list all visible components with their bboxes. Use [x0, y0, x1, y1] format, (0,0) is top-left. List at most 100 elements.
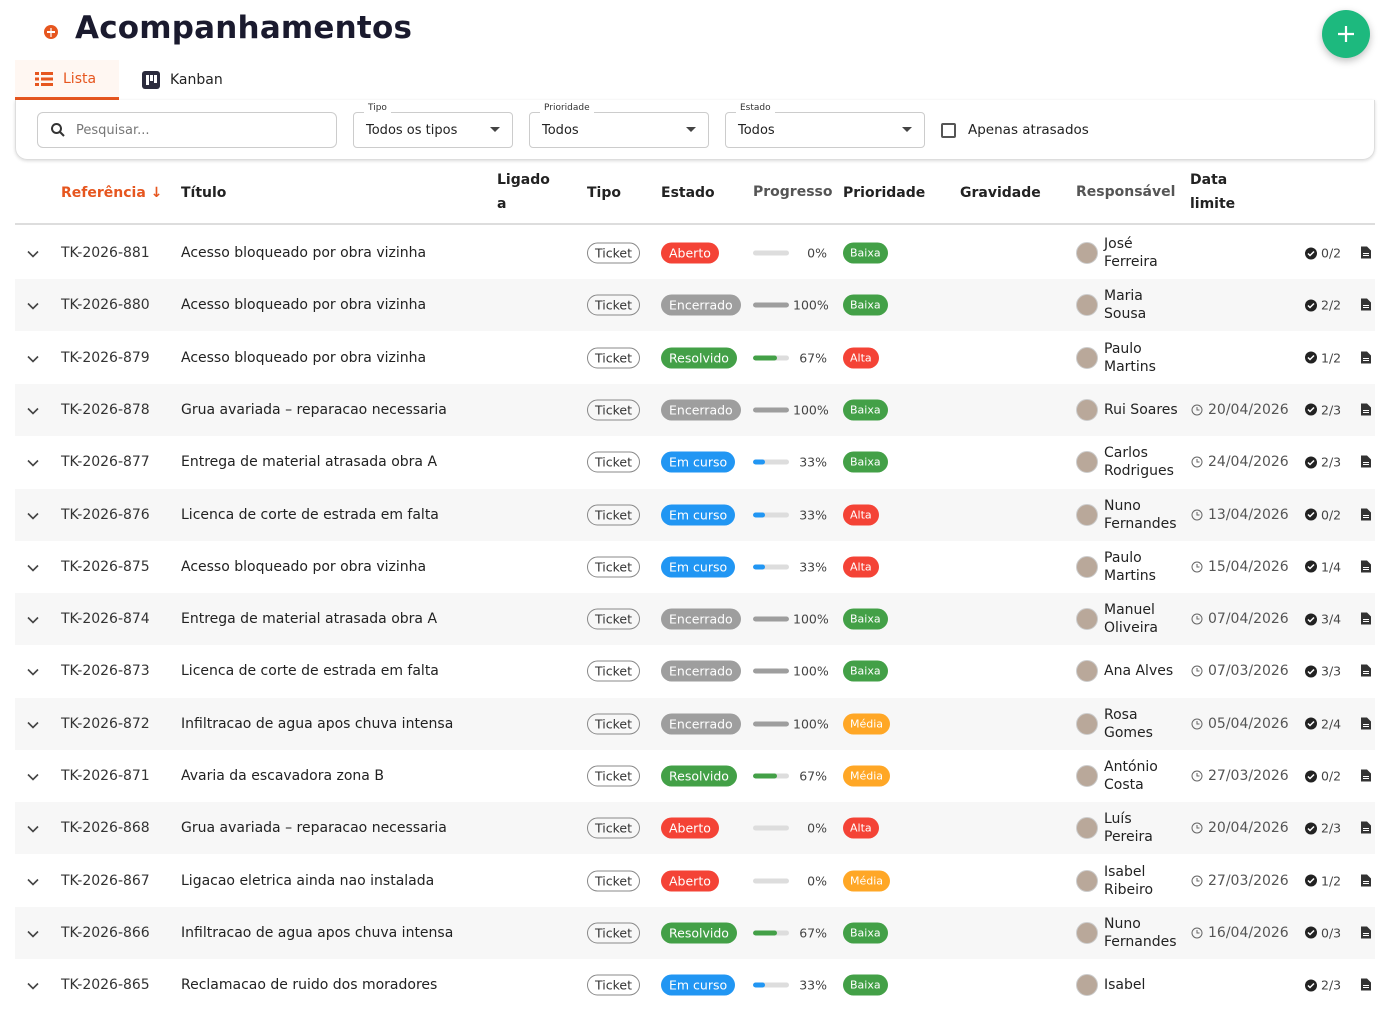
- table-row[interactable]: TK-2026-875 Acesso bloqueado por obra viz…: [15, 540, 1375, 593]
- tab-kanban[interactable]: Kanban: [122, 60, 243, 100]
- title: Licenca de corte de estrada em falta: [181, 506, 439, 523]
- table-row[interactable]: TK-2026-871 Avaria da escavadora zona B Ti…: [15, 750, 1375, 802]
- priority-chip: Baixa: [843, 922, 888, 944]
- checklist: 1/2: [1305, 350, 1341, 365]
- expand-button[interactable]: [27, 610, 39, 629]
- overdue-checkbox[interactable]: Apenas atrasados: [941, 122, 1089, 138]
- document-button[interactable]: [1361, 923, 1371, 942]
- document-button[interactable]: [1361, 610, 1371, 629]
- table-row[interactable]: TK-2026-873 Licenca de corte de estrada e…: [15, 645, 1375, 698]
- expand-button[interactable]: [27, 767, 39, 786]
- due-date-text: 24/04/2026: [1208, 454, 1289, 471]
- type-chip: Ticket: [587, 817, 640, 839]
- priority-chip: Baixa: [843, 660, 888, 682]
- document-button[interactable]: [1361, 557, 1371, 576]
- document-button[interactable]: [1361, 662, 1371, 681]
- document-button[interactable]: [1361, 400, 1371, 419]
- expand-button[interactable]: [27, 871, 39, 890]
- title: Avaria da escavadora zona B: [181, 768, 384, 784]
- state-chip: Em curso: [661, 974, 736, 996]
- avatar: [1076, 555, 1098, 578]
- responsible: Manuel Oliveira: [1104, 602, 1158, 637]
- title: Infiltracao de agua apos chuva intensa: [181, 715, 454, 732]
- table-row[interactable]: TK-2026-868 Grua avariada – reparacao nec…: [15, 802, 1375, 855]
- expand-button[interactable]: [27, 557, 39, 576]
- checklist-count: 3/4: [1321, 611, 1342, 627]
- tab-lista[interactable]: Lista: [15, 60, 119, 100]
- select-value: Todos os tipos: [366, 122, 458, 138]
- due-date: 16/04/2026: [1191, 925, 1289, 941]
- document-button[interactable]: [1361, 871, 1371, 890]
- checklist: 3/3: [1305, 664, 1341, 679]
- tipo-select[interactable]: Tipo Todos os tipos: [353, 103, 513, 148]
- expand-button[interactable]: [27, 296, 39, 315]
- progress-track: [753, 930, 789, 936]
- bug-icon: [44, 25, 58, 39]
- document-button[interactable]: [1361, 453, 1371, 472]
- document-button[interactable]: [1361, 714, 1371, 733]
- document-button[interactable]: [1361, 296, 1371, 315]
- progress-track: [753, 512, 789, 517]
- type-chip: Ticket: [587, 294, 640, 316]
- priority-chip: Baixa: [843, 294, 888, 316]
- expand-button[interactable]: [27, 976, 39, 995]
- table-row[interactable]: TK-2026-866 Infiltracao de agua apos chuv…: [15, 906, 1375, 959]
- document-button[interactable]: [1361, 244, 1371, 263]
- expand-button[interactable]: [27, 348, 39, 367]
- progress-track: [753, 459, 789, 465]
- title: Acesso bloqueado por obra vizinha: [181, 558, 427, 575]
- table-row[interactable]: TK-2026-865 Reclamacao de ruido dos morad…: [15, 959, 1375, 1011]
- document-button[interactable]: [1361, 505, 1371, 524]
- avatar: [1076, 294, 1098, 317]
- table-row[interactable]: TK-2026-878 Grua avariada – reparacao nec…: [15, 383, 1375, 436]
- search-input[interactable]: Pesquisar...: [37, 112, 337, 148]
- table-row[interactable]: TK-2026-867 Ligacao eletrica ainda nao in…: [15, 854, 1375, 907]
- due-date: 07/04/2026: [1191, 611, 1289, 627]
- due-date-text: 20/04/2026: [1208, 820, 1289, 837]
- expand-button[interactable]: [27, 453, 39, 472]
- state-chip: Aberto: [661, 870, 719, 892]
- title: Ligacao eletrica ainda nao instalada: [181, 872, 435, 889]
- progress-fill: [753, 773, 778, 779]
- document-button[interactable]: [1361, 819, 1371, 838]
- table-row[interactable]: TK-2026-874 Entrega de material atrasada …: [15, 593, 1375, 646]
- type-chip: Ticket: [587, 608, 640, 630]
- progress-label: 33%: [799, 507, 827, 522]
- priority-chip: Alta: [843, 817, 879, 839]
- table-row[interactable]: TK-2026-879 Acesso bloqueado por obra viz…: [15, 331, 1375, 384]
- table-row[interactable]: TK-2026-872 Infiltracao de agua apos chuv…: [15, 697, 1375, 750]
- checklist-count: 0/2: [1321, 507, 1342, 522]
- add-button[interactable]: [1322, 10, 1370, 58]
- expand-button[interactable]: [27, 819, 39, 838]
- document-button[interactable]: [1361, 976, 1371, 995]
- checklist: 2/3: [1305, 455, 1341, 470]
- expand-button[interactable]: [27, 505, 39, 524]
- table-row[interactable]: TK-2026-881 Acesso bloqueado por obra viz…: [15, 227, 1375, 279]
- expand-button[interactable]: [27, 400, 39, 419]
- expand-button[interactable]: [27, 923, 39, 942]
- table-row[interactable]: TK-2026-880 Acesso bloqueado por obra viz…: [15, 279, 1375, 332]
- estado-select[interactable]: Estado Todos: [725, 103, 925, 148]
- expand-button[interactable]: [27, 662, 39, 681]
- filter-bar: Pesquisar... Tipo Todos os tipos Priorida…: [15, 100, 1375, 160]
- expand-button[interactable]: [27, 244, 39, 263]
- table-row[interactable]: TK-2026-876 Licenca de corte de estrada e…: [15, 488, 1375, 541]
- prioridade-select[interactable]: Prioridade Todos: [529, 103, 709, 148]
- checklist: 1/2: [1305, 873, 1341, 888]
- responsible: Maria Sousa: [1104, 288, 1147, 323]
- expand-button[interactable]: [27, 714, 39, 733]
- progress-track: [753, 564, 789, 570]
- reference: TK-2026-875: [61, 558, 150, 575]
- document-button[interactable]: [1361, 348, 1371, 367]
- progress-track: [753, 616, 789, 622]
- progress-fill: [753, 564, 765, 570]
- column-header[interactable]: Referência ↓: [61, 185, 163, 201]
- type-chip: Ticket: [587, 713, 640, 735]
- table-row[interactable]: TK-2026-877 Entrega de material atrasada …: [15, 436, 1375, 489]
- state-chip: Aberto: [661, 242, 719, 264]
- reference: TK-2026-876: [61, 506, 150, 523]
- checklist: 2/3: [1305, 821, 1341, 836]
- document-button[interactable]: [1361, 767, 1371, 786]
- column-header: Progresso: [753, 184, 833, 200]
- type-chip: Ticket: [587, 660, 640, 682]
